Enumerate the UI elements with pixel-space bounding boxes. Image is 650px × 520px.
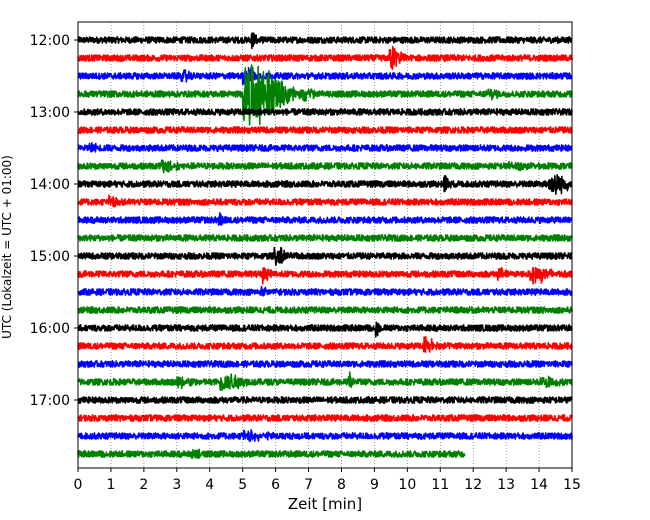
x-tick-label: 12 <box>464 477 482 493</box>
y-tick-label: 12:00 <box>30 33 70 49</box>
x-tick-label: 5 <box>238 477 247 493</box>
x-tick-label: 2 <box>139 477 148 493</box>
y-tick-label: 16:00 <box>30 321 70 337</box>
x-tick-label: 10 <box>398 477 416 493</box>
trace-1330 <box>77 142 573 153</box>
x-tick-label: 7 <box>304 477 313 493</box>
y-tick-label: 17:00 <box>30 393 70 409</box>
trace-1730 <box>77 429 573 443</box>
trace-1515 <box>77 266 573 285</box>
x-tick-label: 0 <box>74 477 83 493</box>
x-tick-label: 14 <box>530 477 548 493</box>
y-tick-label: 15:00 <box>30 249 70 265</box>
trace-1245 <box>77 64 573 126</box>
x-tick-label: 3 <box>172 477 181 493</box>
x-tick-label: 15 <box>563 477 581 493</box>
trace-1415 <box>77 194 573 208</box>
grid-lines <box>110 22 540 468</box>
trace-1530 <box>77 285 573 297</box>
y-axis-label: UTC (Lokalzeit = UTC + 01:00) <box>0 155 14 339</box>
trace-1200 <box>77 32 573 50</box>
trace-1630 <box>77 360 573 368</box>
trace-1400 <box>77 173 573 195</box>
x-tick-label: 6 <box>271 477 280 493</box>
axes: 0 1 2 3 4 5 6 7 8 9 10 11 12 13 14 1512:0013:0014:0015:… <box>30 21 581 493</box>
trace-1600 <box>77 321 573 338</box>
trace-1500 <box>77 246 573 266</box>
traces <box>77 32 573 460</box>
trace-1545 <box>77 306 573 314</box>
trace-1315 <box>77 126 573 134</box>
trace-1300 <box>77 108 573 116</box>
x-tick-label: 1 <box>106 477 115 493</box>
x-tick-label: 13 <box>497 477 515 493</box>
x-tick-label: 11 <box>431 477 449 493</box>
trace-1700 <box>77 396 573 404</box>
x-axis-label: Zeit [min] <box>288 495 362 513</box>
trace-1615 <box>77 336 573 353</box>
trace-1745 <box>77 448 466 460</box>
x-tick-label: 8 <box>337 477 346 493</box>
y-tick-label: 14:00 <box>30 177 70 193</box>
x-tick-label: 9 <box>370 477 379 493</box>
trace-1645 <box>77 371 573 391</box>
trace-1230 <box>77 67 573 85</box>
trace-1345 <box>77 159 573 174</box>
x-tick-label: 4 <box>205 477 214 493</box>
trace-1715 <box>77 414 573 422</box>
plot-frame <box>77 21 573 469</box>
trace-1215 <box>77 45 573 70</box>
trace-1430 <box>77 212 573 226</box>
y-tick-label: 13:00 <box>30 105 70 121</box>
trace-1445 <box>77 234 573 242</box>
